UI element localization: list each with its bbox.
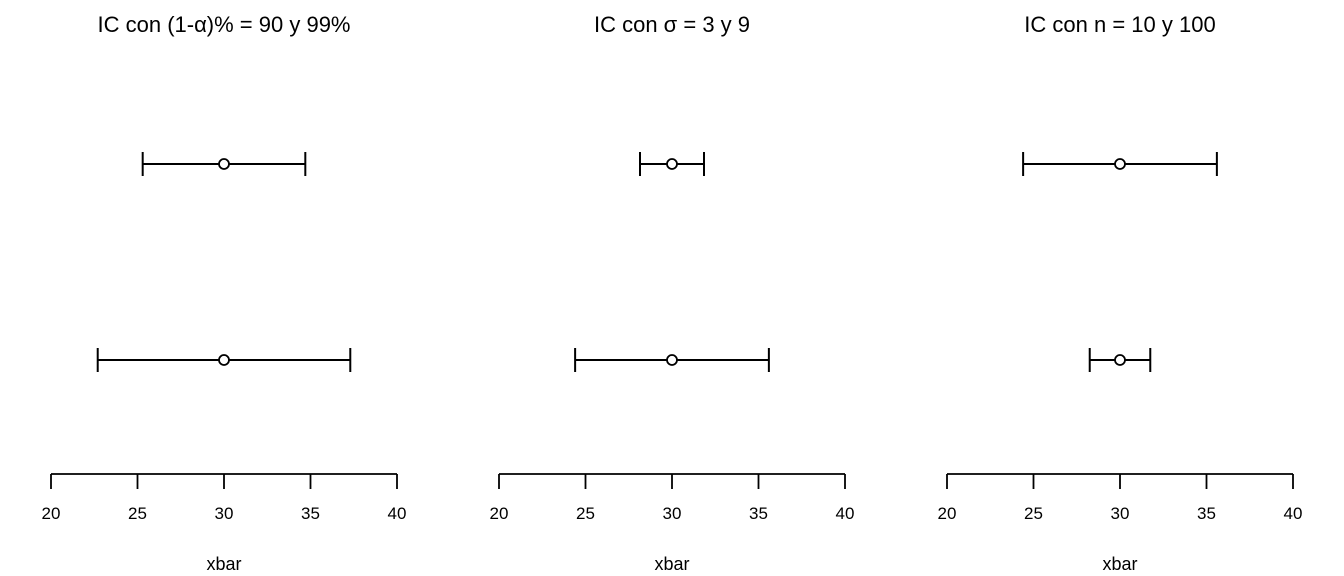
x-tick-label: 35: [749, 504, 768, 523]
x-axis: 20 25 30 35 40: [42, 473, 407, 523]
x-axis-label: xbar: [206, 554, 241, 574]
x-axis: 20 25 30 35 40: [938, 473, 1303, 523]
confidence-interval: [141, 152, 307, 176]
point-estimate-marker: [1114, 158, 1126, 170]
x-tick-label: 30: [663, 504, 682, 523]
ci-panel-2: IC con σ = 3 y 9 20 25 30 35 40 xbar: [490, 12, 855, 574]
point-estimate-marker: [218, 354, 230, 366]
point-estimate-marker: [1114, 354, 1126, 366]
ci-panel-1: IC con (1-α)% = 90 y 99% 20 25 30 35 40 xbar: [42, 12, 407, 574]
confidence-interval: [96, 348, 352, 372]
x-tick-label: 20: [938, 504, 957, 523]
x-tick-label: 25: [1024, 504, 1043, 523]
x-tick-label: 30: [1111, 504, 1130, 523]
ci-panel-3: IC con n = 10 y 100 20 25 30 35 40 xbar: [938, 12, 1303, 574]
x-tick-label: 20: [42, 504, 61, 523]
panel-title: IC con σ = 3 y 9: [594, 12, 750, 37]
x-tick-label: 40: [836, 504, 855, 523]
x-tick-label: 25: [128, 504, 147, 523]
x-axis: 20 25 30 35 40: [490, 473, 855, 523]
point-estimate-marker: [666, 158, 678, 170]
x-tick-label: 25: [576, 504, 595, 523]
point-estimate-marker: [666, 354, 678, 366]
confidence-interval: [1088, 348, 1152, 372]
x-tick-label: 40: [388, 504, 407, 523]
point-estimate-marker: [218, 158, 230, 170]
x-tick-label: 35: [301, 504, 320, 523]
panel-title: IC con n = 10 y 100: [1024, 12, 1215, 37]
confidence-interval: [1022, 152, 1218, 176]
x-tick-label: 35: [1197, 504, 1216, 523]
x-tick-label: 20: [490, 504, 509, 523]
confidence-interval: [638, 152, 706, 176]
x-axis-label: xbar: [654, 554, 689, 574]
x-tick-label: 40: [1284, 504, 1303, 523]
x-axis-label: xbar: [1102, 554, 1137, 574]
panel-title: IC con (1-α)% = 90 y 99%: [98, 12, 351, 37]
confidence-interval: [574, 348, 770, 372]
x-tick-label: 30: [215, 504, 234, 523]
